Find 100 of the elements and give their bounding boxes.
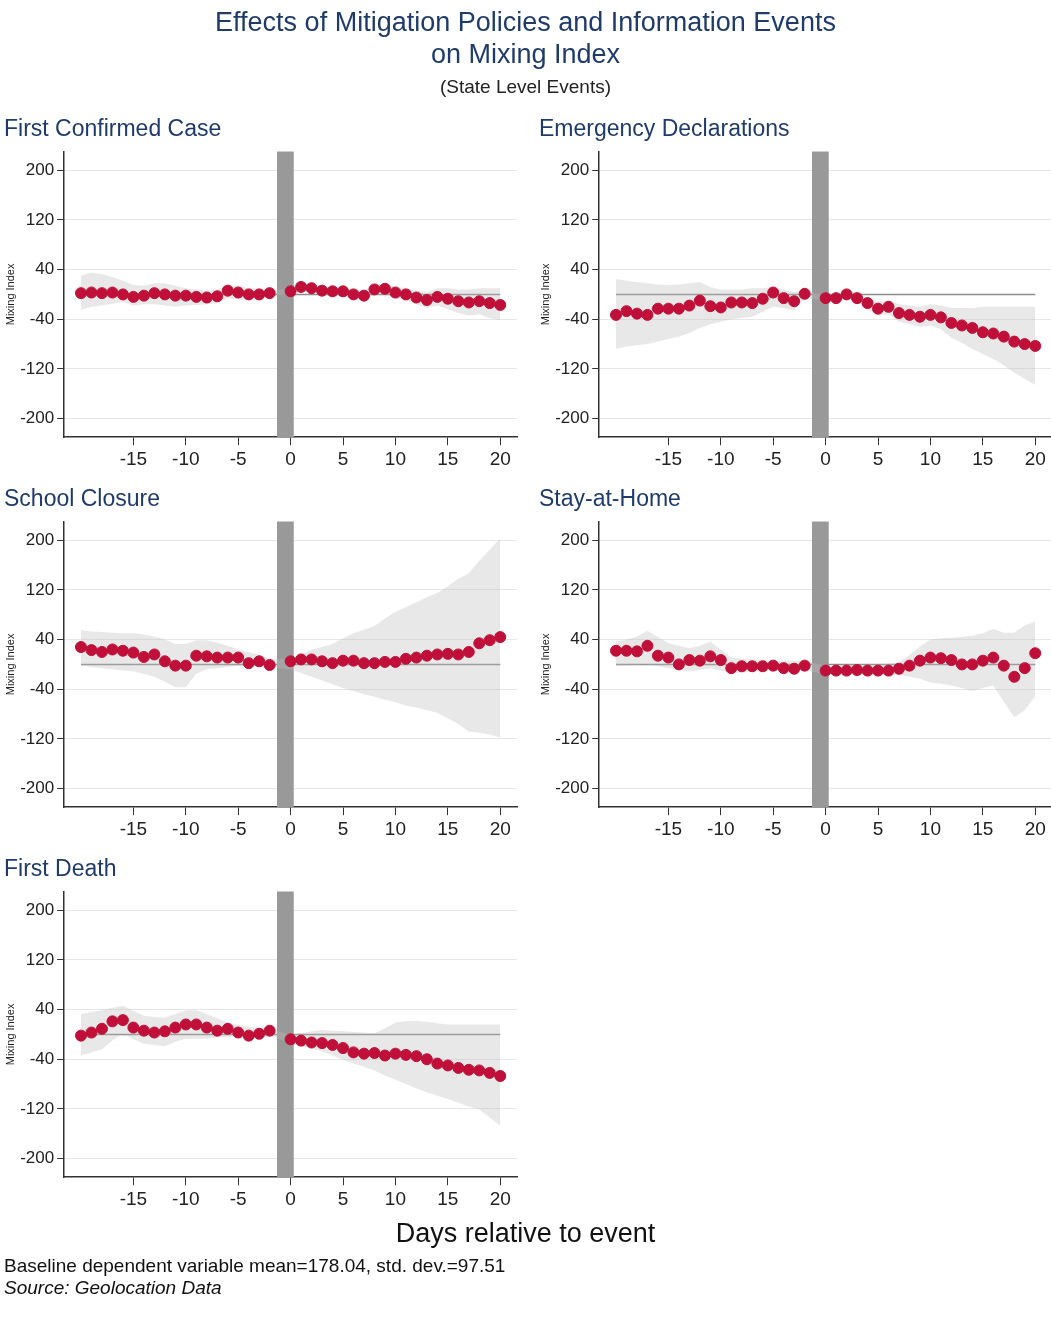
point (137, 650, 150, 663)
point (872, 664, 885, 677)
point (987, 327, 1000, 340)
point (74, 287, 87, 300)
point (714, 301, 727, 314)
x-tick-label: -5 (229, 447, 247, 469)
y-tick-label: 200 (560, 529, 590, 549)
point (473, 295, 486, 308)
y-tick-label: 40 (35, 259, 55, 279)
y-tick-label: 200 (25, 899, 55, 919)
point (746, 297, 759, 310)
point (326, 285, 339, 298)
chart-title: Emergency Declarations (539, 115, 790, 142)
point (788, 662, 801, 675)
point (431, 648, 444, 661)
point (357, 289, 370, 302)
point (169, 1021, 182, 1034)
point (651, 302, 664, 315)
point (95, 287, 108, 300)
point (74, 1029, 87, 1042)
point (882, 664, 895, 677)
point (441, 1059, 454, 1072)
x-tick-label: 20 (489, 817, 511, 839)
y-tick-label: -200 (555, 408, 590, 428)
point (924, 651, 937, 664)
point (263, 1024, 276, 1037)
point (798, 287, 811, 300)
y-tick-label: -120 (20, 358, 55, 378)
point (651, 649, 664, 662)
point (473, 637, 486, 650)
point (337, 654, 350, 667)
point (106, 643, 119, 656)
x-tick-label: -15 (119, 817, 148, 839)
x-tick-label: 15 (437, 447, 459, 469)
y-tick-label: -40 (29, 308, 55, 328)
chart-title: First Confirmed Case (4, 115, 222, 142)
point (861, 664, 874, 677)
x-tick-label: 15 (972, 817, 994, 839)
text: Baseline dependent variable mean=178.04, std. dev.=97.51 (3, 1255, 507, 1277)
point (127, 646, 140, 659)
point (1008, 335, 1021, 348)
x-tick-label: -10 (707, 817, 735, 839)
chart-title: School Closure (4, 485, 160, 512)
point (420, 293, 433, 306)
point (148, 1026, 161, 1039)
x-tick-label: -15 (119, 1187, 148, 1209)
point (735, 296, 748, 309)
point (955, 319, 968, 332)
point (819, 292, 832, 305)
point (483, 1066, 496, 1079)
y-tick-label: -120 (555, 358, 590, 378)
text: (State Level Events) (438, 76, 613, 98)
point (337, 1042, 350, 1055)
point (221, 651, 234, 664)
point (253, 1027, 266, 1040)
point (672, 658, 685, 671)
y-tick-label: -120 (20, 1098, 55, 1118)
point (221, 1022, 234, 1035)
point (452, 295, 465, 308)
text: Effects of Mitigation Policies and Information Events on Mixing Index (214, 6, 837, 70)
point (305, 1036, 318, 1049)
point (232, 1026, 245, 1039)
point (242, 288, 255, 301)
point (158, 288, 171, 301)
y-tick-label: 40 (35, 999, 55, 1019)
x-tick-label: -5 (764, 817, 782, 839)
x-tick-label: -15 (654, 447, 683, 469)
x-tick-label: 10 (384, 447, 406, 469)
x-tick-label: 0 (285, 817, 296, 839)
point (441, 292, 454, 305)
point (378, 282, 391, 295)
point (462, 645, 475, 658)
y-tick-label: 120 (25, 949, 55, 969)
x-axis-title: Days relative to event (394, 1218, 657, 1249)
point (840, 664, 853, 677)
point (924, 308, 937, 321)
point (1029, 647, 1042, 660)
point (892, 662, 905, 675)
point (693, 654, 706, 667)
x-tick-label: 0 (285, 1187, 296, 1209)
point (767, 659, 780, 672)
x-tick-label: -10 (172, 1187, 200, 1209)
x-tick-label: 5 (337, 817, 349, 839)
point (945, 654, 958, 667)
point (127, 290, 140, 303)
point (158, 1025, 171, 1038)
point (1008, 670, 1021, 683)
point (934, 652, 947, 665)
point (368, 657, 381, 670)
point (840, 288, 853, 301)
point (777, 662, 790, 675)
y-tick-label: 200 (25, 529, 55, 549)
point (399, 288, 412, 301)
point (347, 288, 360, 301)
point (494, 1070, 507, 1082)
point (830, 664, 843, 677)
point (85, 286, 98, 299)
point (872, 302, 885, 315)
point (253, 655, 266, 668)
point (945, 316, 958, 329)
